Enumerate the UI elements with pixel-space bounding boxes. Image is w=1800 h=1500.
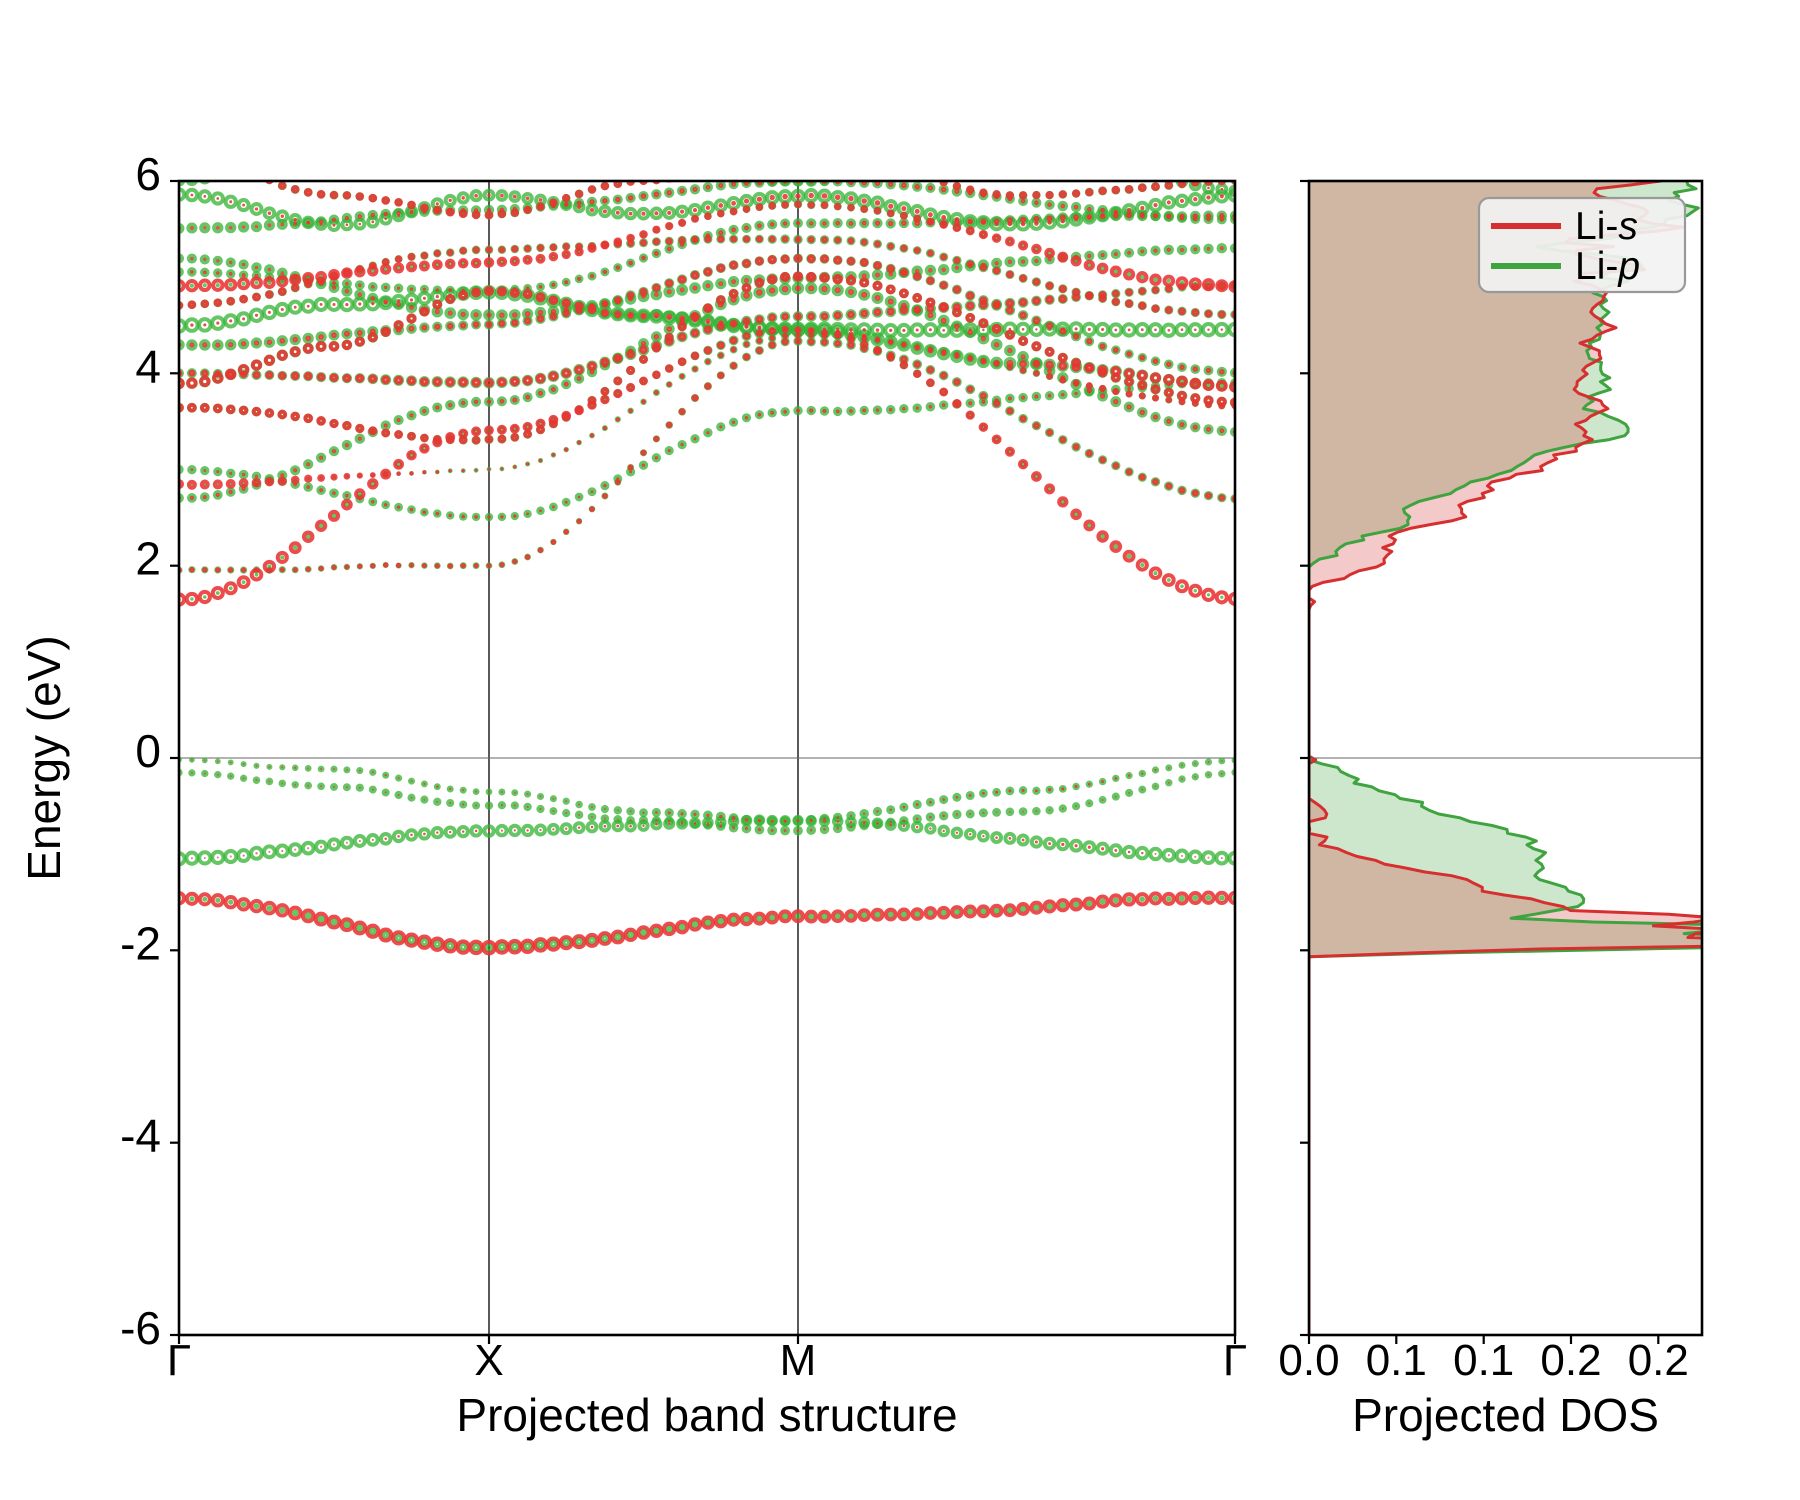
svg-text:M: M [780, 1336, 817, 1385]
svg-text:-6: -6 [120, 1302, 161, 1354]
svg-text:-4: -4 [120, 1110, 161, 1162]
svg-text:Energy (eV): Energy (eV) [18, 635, 70, 880]
svg-text:6: 6 [135, 148, 161, 200]
svg-text:0.2: 0.2 [1628, 1336, 1689, 1385]
svg-text:0.2: 0.2 [1540, 1336, 1601, 1385]
svg-text:2: 2 [135, 533, 161, 585]
svg-text:0.1: 0.1 [1366, 1336, 1427, 1385]
svg-text:Γ: Γ [1223, 1336, 1247, 1385]
svg-text:-2: -2 [120, 917, 161, 969]
svg-text:Projected DOS: Projected DOS [1352, 1389, 1659, 1441]
svg-text:4: 4 [135, 340, 161, 392]
svg-text:0: 0 [135, 725, 161, 777]
svg-text:0.1: 0.1 [1453, 1336, 1514, 1385]
svg-text:Projected band structure: Projected band structure [456, 1389, 957, 1441]
svg-text:Γ: Γ [167, 1336, 191, 1385]
svg-text:Li-p: Li-p [1575, 245, 1640, 288]
svg-text:0.0: 0.0 [1278, 1336, 1339, 1385]
svg-text:X: X [474, 1336, 503, 1385]
svg-text:Li-s: Li-s [1575, 205, 1638, 248]
